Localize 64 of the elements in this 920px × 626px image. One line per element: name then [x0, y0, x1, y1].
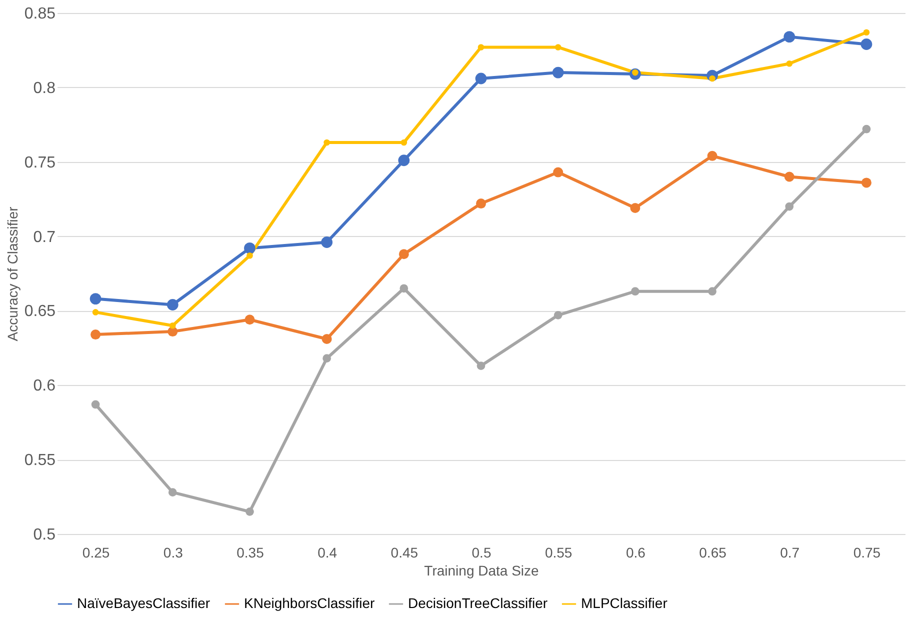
- x-tick-label: 0.35: [236, 544, 264, 560]
- point: [785, 202, 794, 211]
- point: [169, 322, 176, 329]
- point: [784, 31, 796, 43]
- x-tick-label: 0.4: [318, 544, 338, 560]
- x-tick-label: 0.25: [82, 544, 110, 560]
- x-tick-label: 0.65: [699, 544, 727, 560]
- point: [860, 38, 872, 50]
- point: [398, 154, 410, 166]
- point: [552, 66, 564, 78]
- point: [244, 314, 255, 325]
- point: [861, 178, 872, 188]
- point: [246, 507, 254, 516]
- point: [400, 139, 408, 146]
- y-tick-label: 0.55: [24, 452, 56, 470]
- point: [630, 203, 640, 213]
- point: [707, 150, 718, 161]
- legend-label: KNeighborsClassifier: [244, 595, 376, 611]
- y-tick-label: 0.5: [33, 526, 56, 544]
- point: [324, 139, 330, 146]
- y-axis-title: Accuracy of Classifier: [4, 206, 20, 342]
- point: [708, 287, 716, 296]
- point: [90, 293, 102, 304]
- y-tick-label: 0.8: [33, 80, 56, 97]
- legend-label: NaïveBayesClassifier: [77, 595, 210, 611]
- point: [398, 249, 409, 260]
- point: [168, 488, 177, 496]
- point: [92, 309, 99, 316]
- legend-label: DecisionTreeClassifier: [408, 595, 548, 611]
- x-axis-title: Training Data Size: [424, 562, 540, 578]
- point: [244, 242, 256, 254]
- point: [476, 362, 486, 370]
- point: [166, 299, 178, 310]
- legend-label: MLPClassifier: [581, 595, 668, 611]
- point: [400, 284, 408, 293]
- point: [553, 167, 564, 178]
- y-tick-label: 0.75: [24, 154, 56, 172]
- point: [862, 124, 871, 134]
- point: [91, 400, 100, 409]
- x-tick-label: 0.3: [163, 544, 184, 560]
- point: [786, 60, 793, 67]
- x-tick-label: 0.45: [390, 544, 418, 560]
- point: [246, 252, 253, 259]
- point: [478, 44, 484, 50]
- point: [784, 172, 794, 182]
- x-tick-label: 0.6: [626, 544, 646, 560]
- x-tick-label: 0.55: [544, 544, 572, 560]
- point: [863, 29, 870, 36]
- point: [476, 198, 486, 209]
- point: [554, 44, 562, 50]
- point: [90, 330, 101, 340]
- y-tick-label: 0.85: [24, 6, 56, 22]
- y-tick-label: 0.65: [24, 303, 56, 320]
- point: [475, 72, 487, 84]
- x-tick-label: 0.5: [472, 544, 492, 560]
- point: [554, 311, 562, 320]
- x-tick-label: 0.7: [780, 544, 800, 560]
- x-tick-label: 0.75: [853, 544, 881, 560]
- point: [631, 287, 640, 296]
- point: [322, 354, 331, 363]
- point: [322, 334, 332, 344]
- y-tick-label: 0.6: [33, 378, 56, 395]
- point: [321, 236, 333, 248]
- y-tick-label: 0.7: [33, 228, 56, 246]
